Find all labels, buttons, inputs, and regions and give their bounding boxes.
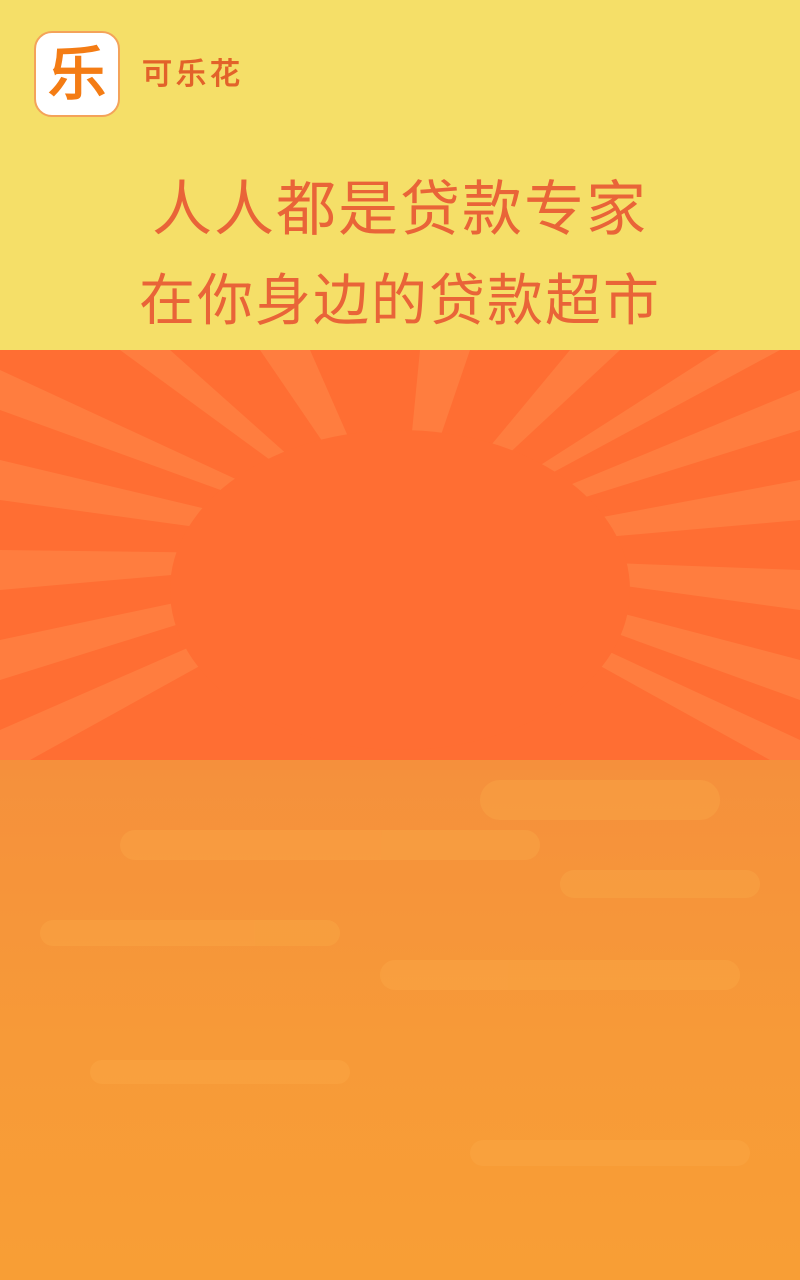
app-name: 可乐花: [142, 57, 244, 92]
texture-streak: [480, 780, 720, 820]
texture-decoration: [40, 780, 760, 1166]
texture-streak: [380, 960, 740, 990]
texture-streak: [40, 920, 340, 946]
texture-streak: [470, 1140, 750, 1166]
app-logo-glyph: 乐: [47, 40, 106, 108]
sunburst-decoration: [0, 350, 800, 760]
burst-center: [170, 430, 630, 750]
splash-header: 乐 可乐花 人人都是贷款专家 在你身边的贷款超市: [0, 0, 800, 350]
slogan-line-2: 在你身边的贷款超市: [139, 269, 661, 334]
slogan-line-1: 人人都是贷款专家: [152, 175, 648, 245]
sunburst-banner: [0, 350, 800, 760]
texture-streak: [560, 870, 760, 898]
app-logo-icon: 乐: [34, 31, 120, 117]
texture-streak: [90, 1060, 350, 1084]
textured-footer: [0, 760, 800, 1280]
texture-streak: [120, 830, 540, 860]
